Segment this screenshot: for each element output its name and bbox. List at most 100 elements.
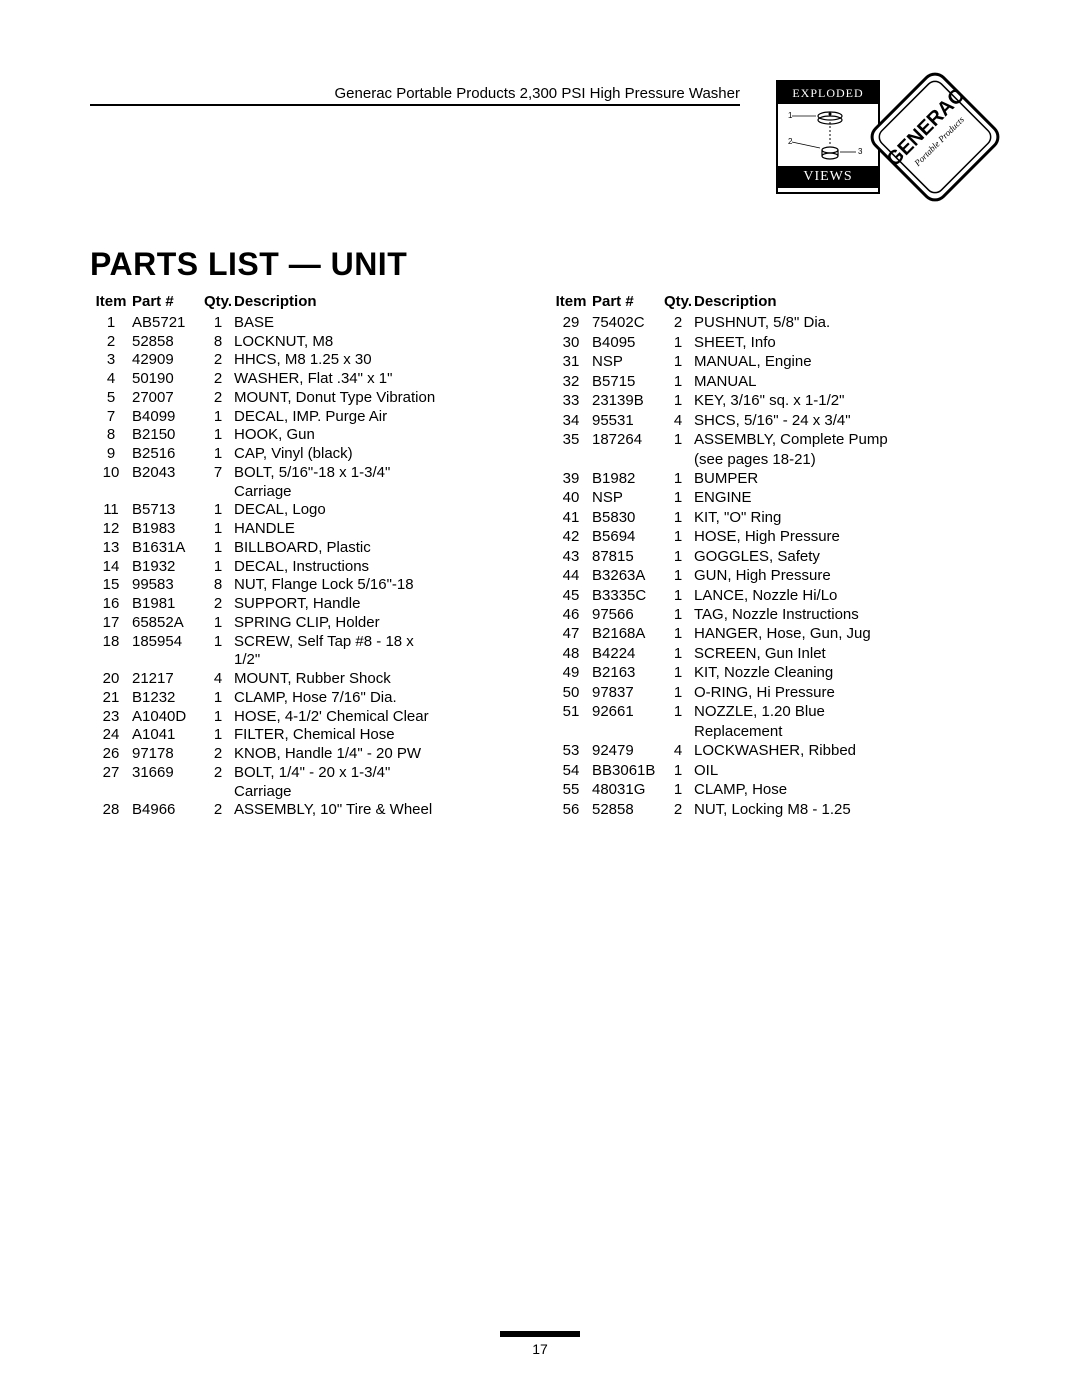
cell-item: 56 xyxy=(550,801,592,820)
cell-part: B5830 xyxy=(592,509,662,528)
cell-qty: 2 xyxy=(202,764,234,783)
cell-item: 9 xyxy=(90,445,132,464)
cell-part: 23139B xyxy=(592,392,662,411)
cell-desc: 1/2" xyxy=(234,651,520,670)
cell-qty: 1 xyxy=(662,762,694,781)
cell-part: 92479 xyxy=(592,742,662,761)
cell-item: 28 xyxy=(90,801,132,820)
cell-item: 8 xyxy=(90,426,132,445)
cell-item xyxy=(550,451,592,470)
parts-table-left-column: Item Part # Qty. Description 1AB57211BAS… xyxy=(90,293,520,820)
cell-qty: 1 xyxy=(662,664,694,683)
exploded-views-badge: EXPLODED 1 2 3 VIEWS xyxy=(776,80,880,194)
cell-qty: 1 xyxy=(662,703,694,722)
cell-qty: 1 xyxy=(202,539,234,558)
cell-part: B1981 xyxy=(132,595,202,614)
cell-desc: SCREEN, Gun Inlet xyxy=(694,645,980,664)
exploded-views-top-label: EXPLODED xyxy=(778,82,878,104)
cell-part: 52858 xyxy=(132,333,202,352)
parts-table: Item Part # Qty. Description 1AB57211BAS… xyxy=(90,293,990,820)
cell-desc: KIT, Nozzle Cleaning xyxy=(694,664,980,683)
cell-part: 99583 xyxy=(132,576,202,595)
cell-desc: DECAL, Logo xyxy=(234,501,520,520)
page-title: PARTS LIST — UNIT xyxy=(90,246,990,283)
cell-item: 14 xyxy=(90,558,132,577)
cell-qty xyxy=(662,723,694,742)
cell-part: B3335C xyxy=(592,587,662,606)
cell-desc: BUMPER xyxy=(694,470,980,489)
cell-item: 54 xyxy=(550,762,592,781)
cell-qty: 4 xyxy=(662,742,694,761)
cell-qty: 2 xyxy=(662,801,694,820)
cell-part: 95531 xyxy=(592,412,662,431)
cell-item: 24 xyxy=(90,726,132,745)
cell-qty: 2 xyxy=(202,370,234,389)
cell-item: 39 xyxy=(550,470,592,489)
cell-item xyxy=(90,483,132,502)
cell-part xyxy=(132,651,202,670)
cell-part: 75402C xyxy=(592,314,662,333)
svg-text:3: 3 xyxy=(858,147,863,156)
cell-part: NSP xyxy=(592,353,662,372)
cell-part: B2163 xyxy=(592,664,662,683)
cell-part xyxy=(592,723,662,742)
cell-item: 47 xyxy=(550,625,592,644)
cell-part: 87815 xyxy=(592,548,662,567)
cell-item: 53 xyxy=(550,742,592,761)
cell-item xyxy=(90,783,132,802)
cell-qty: 1 xyxy=(662,606,694,625)
cell-qty: 1 xyxy=(662,684,694,703)
cell-desc: BASE xyxy=(234,314,520,333)
cell-item: 32 xyxy=(550,373,592,392)
cell-desc: KNOB, Handle 1/4" - 20 PW xyxy=(234,745,520,764)
cell-qty: 2 xyxy=(202,745,234,764)
cell-qty xyxy=(202,783,234,802)
cell-qty: 8 xyxy=(202,576,234,595)
cell-qty: 1 xyxy=(662,528,694,547)
exploded-views-bottom-label: VIEWS xyxy=(778,166,878,188)
cell-qty: 2 xyxy=(662,314,694,333)
cell-desc: SPRING CLIP, Holder xyxy=(234,614,520,633)
cell-desc: BILLBOARD, Plastic xyxy=(234,539,520,558)
cell-part: 92661 xyxy=(592,703,662,722)
cell-item: 5 xyxy=(90,389,132,408)
cell-part: B4224 xyxy=(592,645,662,664)
cell-desc: OIL xyxy=(694,762,980,781)
cell-part: 187264 xyxy=(592,431,662,450)
cell-item: 12 xyxy=(90,520,132,539)
cell-part: 65852A xyxy=(132,614,202,633)
col-header-desc: Description xyxy=(234,293,520,314)
cell-item: 2 xyxy=(90,333,132,352)
cell-desc: KEY, 3/16" sq. x 1-1/2" xyxy=(694,392,980,411)
cell-desc: KIT, "O" Ring xyxy=(694,509,980,528)
cell-desc: SCREW, Self Tap #8 - 18 x xyxy=(234,633,520,652)
cell-part: A1041 xyxy=(132,726,202,745)
cell-qty: 1 xyxy=(202,445,234,464)
cell-desc: BOLT, 1/4" - 20 x 1-3/4" xyxy=(234,764,520,783)
cell-qty: 2 xyxy=(202,351,234,370)
page-number: 17 xyxy=(532,1341,548,1357)
cell-part: 97178 xyxy=(132,745,202,764)
page: Generac Portable Products 2,300 PSI High… xyxy=(0,0,1080,1397)
cell-part: 48031G xyxy=(592,781,662,800)
cell-part xyxy=(132,783,202,802)
col-header-item: Item xyxy=(550,293,592,314)
cell-desc: PUSHNUT, 5/8" Dia. xyxy=(694,314,980,333)
generac-logo-badge: GENERAC Portable Products xyxy=(870,72,1000,202)
cell-part: 27007 xyxy=(132,389,202,408)
cell-item: 41 xyxy=(550,509,592,528)
header-product-line: Generac Portable Products 2,300 PSI High… xyxy=(335,85,740,102)
cell-item: 16 xyxy=(90,595,132,614)
footer-tick-icon xyxy=(500,1331,580,1337)
cell-item: 4 xyxy=(90,370,132,389)
svg-text:2: 2 xyxy=(788,137,793,146)
cell-part: 97837 xyxy=(592,684,662,703)
cell-item: 40 xyxy=(550,489,592,508)
col-header-qty: Qty. xyxy=(662,293,694,314)
cell-desc: MOUNT, Rubber Shock xyxy=(234,670,520,689)
cell-qty: 1 xyxy=(202,726,234,745)
cell-qty: 2 xyxy=(202,389,234,408)
cell-part: B1982 xyxy=(592,470,662,489)
cell-part: 42909 xyxy=(132,351,202,370)
cell-desc: (see pages 18-21) xyxy=(694,451,980,470)
